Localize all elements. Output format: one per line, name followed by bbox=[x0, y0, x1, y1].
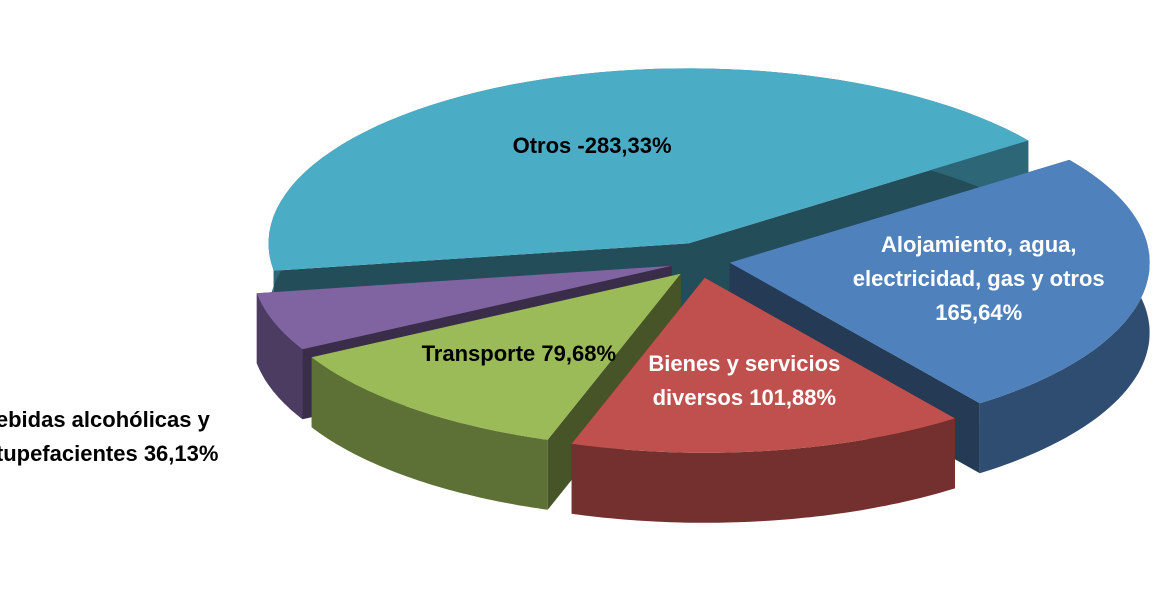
label-part: -283,33% bbox=[577, 133, 672, 159]
slice bbox=[256, 265, 672, 350]
slice bbox=[268, 68, 1029, 271]
label-part: 101,88% bbox=[749, 385, 837, 411]
label-part: Otros bbox=[512, 133, 572, 159]
data-label: Bebidas alcohólicas y estupefacientes 36… bbox=[0, 403, 230, 471]
data-label: Alojamiento, agua, electricidad, gas y o… bbox=[844, 228, 1114, 330]
label-part: 36,13% bbox=[143, 441, 219, 467]
label-part: Bebidas alcohólicas y estupefacientes bbox=[0, 407, 210, 467]
data-label: Transporte 79,68% bbox=[384, 337, 654, 371]
label-part: Alojamiento, agua, electricidad, gas y o… bbox=[852, 231, 1105, 291]
label-part: Bienes y servicios diversos bbox=[648, 351, 841, 411]
data-label: Bienes y servicios diversos 101,88% bbox=[609, 347, 879, 415]
label-part: Transporte bbox=[421, 341, 536, 367]
data-label: Otros -283,33% bbox=[457, 129, 727, 163]
slice bbox=[571, 277, 955, 453]
label-part: 165,64% bbox=[935, 299, 1023, 325]
slice bbox=[311, 273, 681, 440]
slice-wall bbox=[256, 293, 303, 420]
slice-wall bbox=[311, 357, 548, 510]
label-part: 79,68% bbox=[541, 341, 617, 367]
slice-wall bbox=[571, 418, 955, 523]
slice bbox=[729, 159, 1150, 404]
